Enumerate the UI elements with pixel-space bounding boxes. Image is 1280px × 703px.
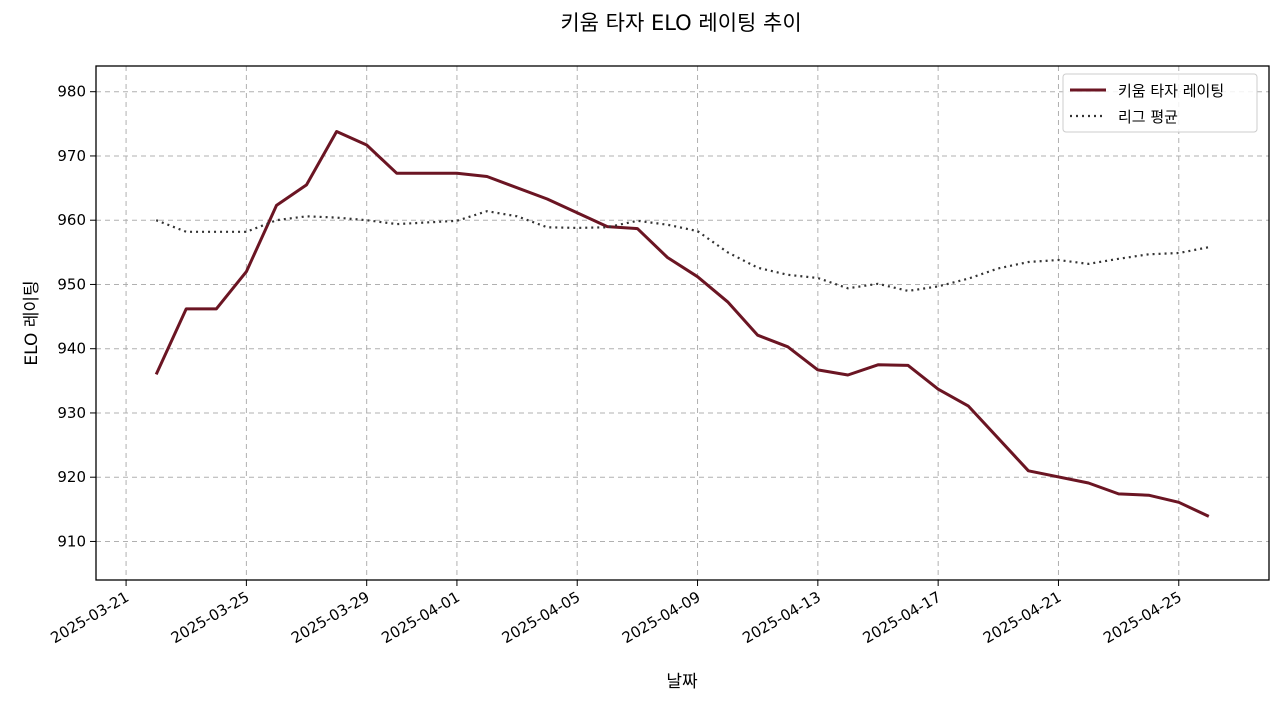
x-tick-label: 2025-04-05 [499, 588, 584, 647]
x-tick-label: 2025-04-01 [378, 588, 463, 647]
x-tick-label: 2025-04-17 [860, 588, 945, 647]
legend-label-team: 키움 타자 레이팅 [1118, 82, 1224, 100]
y-tick-label: 920 [57, 468, 86, 486]
chart-title: 키움 타자 ELO 레이팅 추이 [560, 11, 801, 35]
grid [96, 66, 1269, 580]
y-tick-label: 970 [57, 147, 86, 165]
x-tick-label: 2025-04-09 [619, 588, 704, 647]
x-tick-label: 2025-04-21 [980, 588, 1065, 647]
series-line-team [154, 130, 1210, 518]
x-axis-label: 날짜 [666, 672, 698, 692]
series-layer [154, 130, 1210, 518]
y-axis-label: ELO 레이팅 [22, 280, 42, 365]
x-tick-label: 2025-03-29 [288, 588, 373, 647]
y-axis: 910 920 930 940 950 960 970 980 [57, 83, 96, 550]
x-tick-label: 2025-03-25 [168, 588, 253, 647]
x-tick-label: 2025-04-13 [739, 588, 824, 647]
legend: 키움 타자 레이팅 리그 평균 [1062, 73, 1258, 133]
x-axis: 2025-03-21 2025-03-25 2025-03-29 2025-04-01… [48, 580, 1185, 647]
y-tick-label: 930 [57, 404, 86, 422]
y-tick-label: 940 [57, 340, 86, 358]
legend-label-league: 리그 평균 [1118, 108, 1178, 126]
y-tick-label: 980 [57, 83, 86, 101]
legend-frame [1062, 73, 1258, 133]
x-tick-label: 2025-03-21 [48, 588, 133, 647]
plot-frame [95, 65, 1270, 581]
series-line-league [155, 210, 1210, 292]
x-tick-label: 2025-04-25 [1100, 588, 1185, 647]
y-tick-label: 910 [57, 532, 86, 550]
y-tick-label: 960 [57, 211, 86, 229]
y-tick-label: 950 [57, 275, 86, 293]
